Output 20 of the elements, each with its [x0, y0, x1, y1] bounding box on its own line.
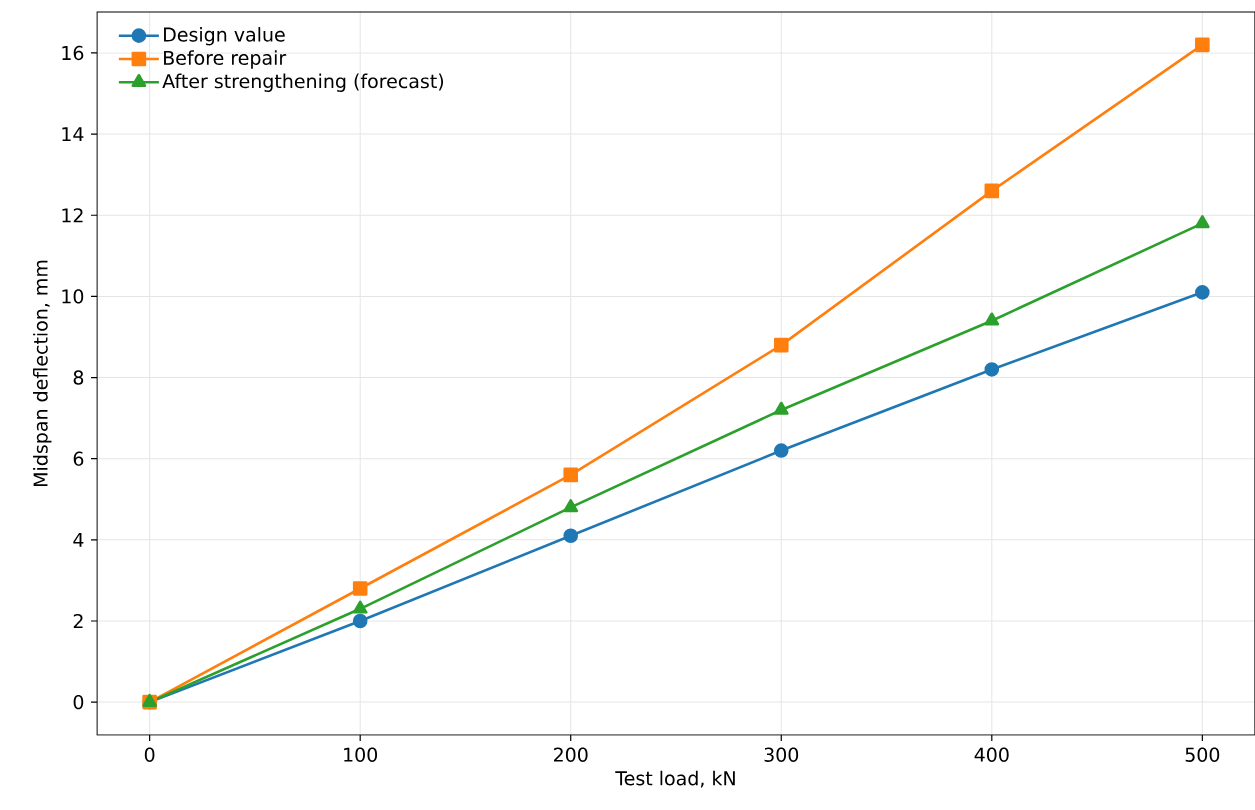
legend-label: Before repair [164, 50, 287, 69]
y-tick-label: 12 [62, 208, 83, 223]
x-tick-label: 200 [553, 747, 588, 762]
x-axis-title: Test load, kN [615, 770, 735, 788]
y-tick-label: 10 [62, 289, 84, 304]
y-axis-title: Midspan deflection, mm [33, 260, 52, 486]
y-tick-label: 6 [73, 451, 84, 466]
x-tick-label: 100 [344, 747, 378, 762]
y-tick-label: 14 [62, 127, 84, 142]
legend-label: Design value [164, 27, 285, 46]
x-tick-label: 0 [144, 747, 155, 762]
x-tick-label: 300 [764, 747, 799, 762]
x-tick-label: 500 [1185, 747, 1220, 762]
y-tick-label: 4 [73, 532, 84, 547]
y-tick-label: 8 [73, 370, 84, 385]
x-tick-label: 400 [974, 747, 1009, 762]
y-tick-label: 2 [73, 613, 83, 629]
y-tick-label: 16 [62, 45, 84, 61]
legend-label: After strengthening (forecast) [162, 73, 444, 92]
y-tick-label: 0 [73, 694, 84, 710]
